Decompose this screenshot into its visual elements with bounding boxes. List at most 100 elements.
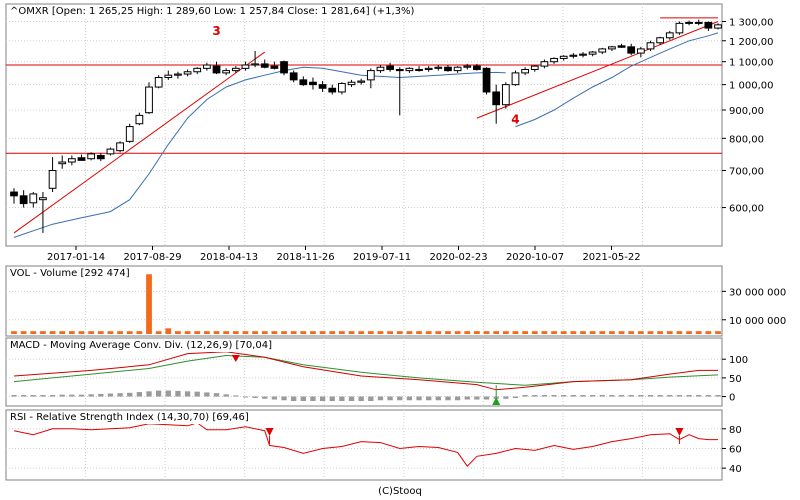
macd-histogram-bar bbox=[657, 395, 663, 397]
volume-bar bbox=[300, 331, 307, 334]
x-tick-label: 2021-05-22 bbox=[582, 252, 640, 263]
macd-histogram-bar bbox=[368, 396, 374, 402]
candle-body bbox=[251, 63, 259, 66]
y-tick-label: 60 bbox=[729, 444, 742, 455]
macd-histogram-bar bbox=[647, 395, 654, 397]
volume-bar bbox=[551, 331, 557, 334]
macd-histogram-bar bbox=[676, 395, 683, 397]
volume-bar bbox=[184, 331, 191, 334]
volume-bar bbox=[194, 331, 201, 334]
panel-frame bbox=[5, 3, 723, 247]
macd-histogram-bar bbox=[165, 390, 171, 397]
y-tick-label: 700,00 bbox=[729, 166, 764, 177]
macd-histogram-bar bbox=[599, 395, 605, 397]
macd-histogram-bar bbox=[98, 393, 104, 397]
macd-histogram-bar bbox=[474, 396, 480, 400]
macd-histogram-bar bbox=[609, 395, 615, 397]
buy-signal-arrow bbox=[492, 397, 501, 405]
macd-histogram-bar bbox=[503, 396, 509, 399]
macd-histogram-bar bbox=[49, 395, 56, 397]
y-tick-label: 30 000 000 bbox=[729, 287, 786, 298]
candle-body bbox=[453, 66, 462, 72]
macd-histogram-bar bbox=[580, 395, 586, 397]
volume-bar bbox=[358, 331, 365, 334]
candle-body bbox=[511, 72, 520, 86]
candle-body bbox=[415, 68, 423, 71]
volume-bar bbox=[126, 331, 133, 334]
macd-histogram-bar bbox=[117, 393, 123, 397]
volume-bar bbox=[377, 331, 384, 334]
volume-bar bbox=[232, 331, 239, 334]
macd-histogram-bar bbox=[512, 396, 519, 399]
volume-bar bbox=[11, 331, 17, 334]
volume-title: VOL - Volume [292 474] bbox=[8, 268, 132, 280]
candle-body bbox=[376, 66, 385, 72]
macd-histogram-bar bbox=[30, 395, 36, 397]
candle-body bbox=[424, 67, 433, 70]
volume-bar bbox=[628, 331, 635, 334]
volume-bar bbox=[310, 331, 316, 334]
candle-body bbox=[656, 37, 665, 44]
volume-bar bbox=[136, 331, 143, 334]
volume-bar bbox=[281, 331, 287, 334]
macd-histogram-bar bbox=[223, 394, 229, 397]
candle-body bbox=[212, 65, 221, 74]
x-tick-label: 2018-04-13 bbox=[200, 252, 258, 263]
volume-bar bbox=[445, 331, 451, 334]
volume-bar bbox=[97, 331, 104, 334]
y-tick-label: 50 bbox=[729, 374, 742, 385]
volume-bar bbox=[203, 331, 210, 334]
candle-body bbox=[386, 65, 394, 70]
macd-histogram-bar bbox=[667, 395, 673, 397]
macd-histogram-bar bbox=[348, 396, 355, 402]
volume-bar bbox=[589, 331, 596, 334]
volume-bar bbox=[522, 331, 529, 334]
macd-histogram-bar bbox=[271, 396, 278, 400]
candle-body bbox=[482, 67, 491, 93]
volume-bar bbox=[657, 331, 664, 334]
sell-signal-arrow bbox=[675, 428, 684, 436]
candle-body bbox=[10, 191, 18, 197]
volume-bar bbox=[68, 331, 75, 334]
candle-body bbox=[540, 61, 549, 67]
macd-histogram-bar bbox=[262, 396, 268, 399]
candle-body bbox=[241, 64, 250, 69]
candle-body bbox=[598, 48, 607, 53]
volume-bar bbox=[474, 331, 480, 334]
macd-histogram-bar bbox=[628, 395, 634, 397]
volume-bar bbox=[406, 331, 413, 334]
macd-title: MACD - Moving Average Conv. Div. (12,26,… bbox=[8, 340, 274, 352]
macd-histogram-bar bbox=[107, 393, 114, 397]
volume-bar bbox=[252, 331, 258, 334]
macd-histogram-bar bbox=[233, 395, 239, 397]
volume-bar bbox=[223, 331, 230, 334]
candle-body bbox=[280, 61, 288, 74]
candle-body bbox=[174, 73, 182, 76]
candle-body bbox=[222, 70, 231, 74]
candle-body bbox=[704, 21, 713, 29]
volume-bar bbox=[502, 331, 509, 334]
y-tick-label: 80 bbox=[729, 425, 742, 436]
candle-body bbox=[125, 126, 134, 142]
candle-body bbox=[530, 65, 539, 70]
macd-histogram-bar bbox=[252, 396, 258, 399]
trendline bbox=[476, 21, 719, 119]
candle-body bbox=[39, 197, 47, 201]
y-tick-label: 900,00 bbox=[729, 106, 764, 117]
candle-body bbox=[675, 22, 684, 34]
rsi-title: RSI - Relative Strength Index (14,30,70)… bbox=[8, 412, 251, 424]
candle-body bbox=[463, 65, 472, 68]
sell-signal-arrow bbox=[231, 355, 240, 362]
volume-bar bbox=[541, 331, 548, 334]
macd-histogram-bar bbox=[705, 395, 712, 397]
y-tick-label: 800,00 bbox=[729, 134, 764, 145]
volume-bar bbox=[560, 331, 567, 334]
macd-histogram-bar bbox=[88, 394, 94, 397]
candle-body bbox=[366, 70, 375, 81]
y-tick-label: 1 100,00 bbox=[729, 58, 774, 69]
price-panel: 1 300,00 1 200,00 1 100,00 1 000,00 900,00 80… bbox=[5, 3, 774, 263]
macd-histogram-bar bbox=[339, 396, 345, 402]
candle-body bbox=[289, 72, 298, 81]
macd-histogram-bar bbox=[69, 394, 75, 397]
